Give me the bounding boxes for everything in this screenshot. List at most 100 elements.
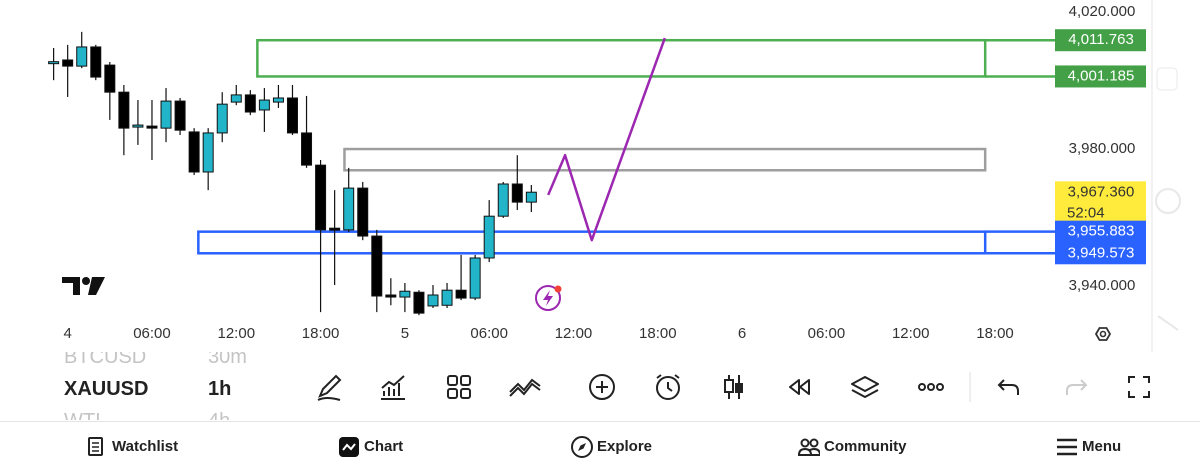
nav-icon	[88, 437, 103, 456]
zone-rectangle	[343, 147, 987, 172]
alert-tool[interactable]	[653, 372, 683, 402]
symbol-row[interactable]: XAUUSD 1h	[0, 373, 300, 405]
candle-body	[399, 290, 411, 298]
price-label: 3,949.573	[1068, 244, 1135, 261]
candle-body	[90, 46, 102, 78]
x-tick-label: 06:00	[133, 325, 171, 342]
lightning-button[interactable]	[535, 285, 562, 311]
undo-tool[interactable]	[994, 372, 1024, 402]
candle-body	[511, 183, 523, 203]
candle-body	[427, 294, 439, 307]
y-tick-label: 4,020.000	[1069, 3, 1136, 20]
price-label: 3,967.360	[1068, 183, 1135, 200]
nav-item[interactable]: Watchlist	[88, 422, 179, 470]
candle-body	[188, 131, 200, 173]
candle-body	[525, 191, 537, 203]
nav-label: Chart	[364, 438, 404, 455]
redo-tool[interactable]	[1061, 372, 1091, 402]
x-tick-label: 18:00	[976, 325, 1014, 342]
nav-item[interactable]: Menu	[1057, 422, 1122, 470]
nav-label: Watchlist	[112, 438, 179, 455]
price-label-box	[1055, 242, 1146, 265]
y-tick-label: 3,980.000	[1069, 140, 1136, 157]
indicators-tool[interactable]	[378, 372, 408, 402]
add-tool[interactable]	[587, 372, 617, 402]
candle-body	[230, 94, 242, 103]
compare-tool[interactable]	[508, 372, 542, 402]
x-tick-label: 18:00	[639, 325, 677, 342]
candle-body	[258, 99, 270, 111]
symbol-interval: 1h	[208, 378, 232, 400]
candle-body	[174, 100, 186, 131]
draw-tool[interactable]	[314, 372, 344, 402]
nav-icon	[571, 436, 593, 458]
nav-label: Explore	[597, 438, 653, 455]
candle-body	[62, 59, 74, 67]
nav-label: Menu	[1082, 438, 1122, 455]
side-icon[interactable]	[1155, 188, 1181, 214]
replay-tool[interactable]	[784, 372, 814, 402]
tradingview-logo	[62, 277, 105, 295]
candle-body	[483, 215, 495, 259]
nav-label: Community	[824, 438, 907, 455]
projection-path	[547, 37, 667, 242]
price-label-box	[1055, 220, 1146, 243]
x-tick-label: 06:00	[808, 325, 846, 342]
candle-body	[286, 97, 298, 134]
nav-item[interactable]: Explore	[571, 422, 653, 470]
chart: 4,020.000 3,980.000 3,940.000 4 06:00 12:00 18…	[48, 0, 1181, 352]
x-tick-label: 6	[738, 325, 746, 342]
nav-icon	[798, 438, 820, 456]
x-tick-label: 06:00	[470, 325, 508, 342]
zone-rectangle	[197, 230, 987, 255]
candle-body	[315, 164, 327, 231]
candle-body	[160, 100, 172, 129]
nav-item[interactable]: Chart	[339, 422, 404, 470]
price-label: 4,001.185	[1068, 67, 1135, 84]
candle-body	[48, 61, 60, 65]
side-icon[interactable]	[1156, 67, 1178, 91]
symbol-interval: 30m	[208, 352, 247, 368]
candle-body	[272, 97, 284, 103]
price-label-box	[1055, 181, 1146, 226]
toolbar-divider	[969, 372, 971, 402]
layout-tool[interactable]	[444, 372, 474, 402]
bottom-nav: Watchlist Chart Explore Community Menu	[0, 421, 1200, 470]
settings-button[interactable]	[1094, 327, 1112, 341]
side-icon	[1157, 315, 1179, 331]
price-label: 4,011.763	[1068, 31, 1134, 48]
symbol-row[interactable]: BTCUSD 30m	[0, 352, 300, 373]
candle-body	[244, 94, 256, 113]
symbol-interval: 4h	[208, 405, 230, 420]
more-tool[interactable]	[916, 372, 946, 402]
fullscreen-tool[interactable]	[1124, 372, 1154, 402]
candle-body	[76, 46, 88, 67]
symbol-row[interactable]: WTI 4h	[0, 405, 300, 420]
candle-body	[202, 132, 214, 173]
candle-body	[441, 289, 453, 306]
candle-body	[371, 235, 383, 297]
candle-body	[146, 125, 158, 129]
chart-type-tool[interactable]	[719, 372, 749, 402]
candle-body	[301, 132, 313, 166]
candle-body	[413, 291, 425, 314]
symbol-name: XAUUSD	[64, 378, 149, 400]
layers-tool[interactable]	[849, 372, 881, 402]
symbol-name: WTI	[64, 405, 101, 420]
nav-icon	[1057, 438, 1077, 456]
symbol-name: BTCUSD	[64, 352, 147, 368]
candle-body	[469, 257, 481, 299]
nav-item[interactable]: Community	[798, 422, 907, 470]
x-tick-label: 12:00	[218, 325, 256, 342]
x-tick-label: 18:00	[302, 325, 340, 342]
toolbar	[300, 366, 1200, 410]
candle-body	[455, 289, 467, 299]
candle-body	[385, 294, 397, 298]
candle-body	[104, 64, 116, 93]
candle-body	[343, 187, 355, 231]
x-tick-label: 4	[63, 325, 71, 342]
y-tick-label: 3,940.000	[1069, 277, 1136, 294]
x-tick-label: 12:00	[892, 325, 930, 342]
candle-body	[329, 227, 341, 231]
